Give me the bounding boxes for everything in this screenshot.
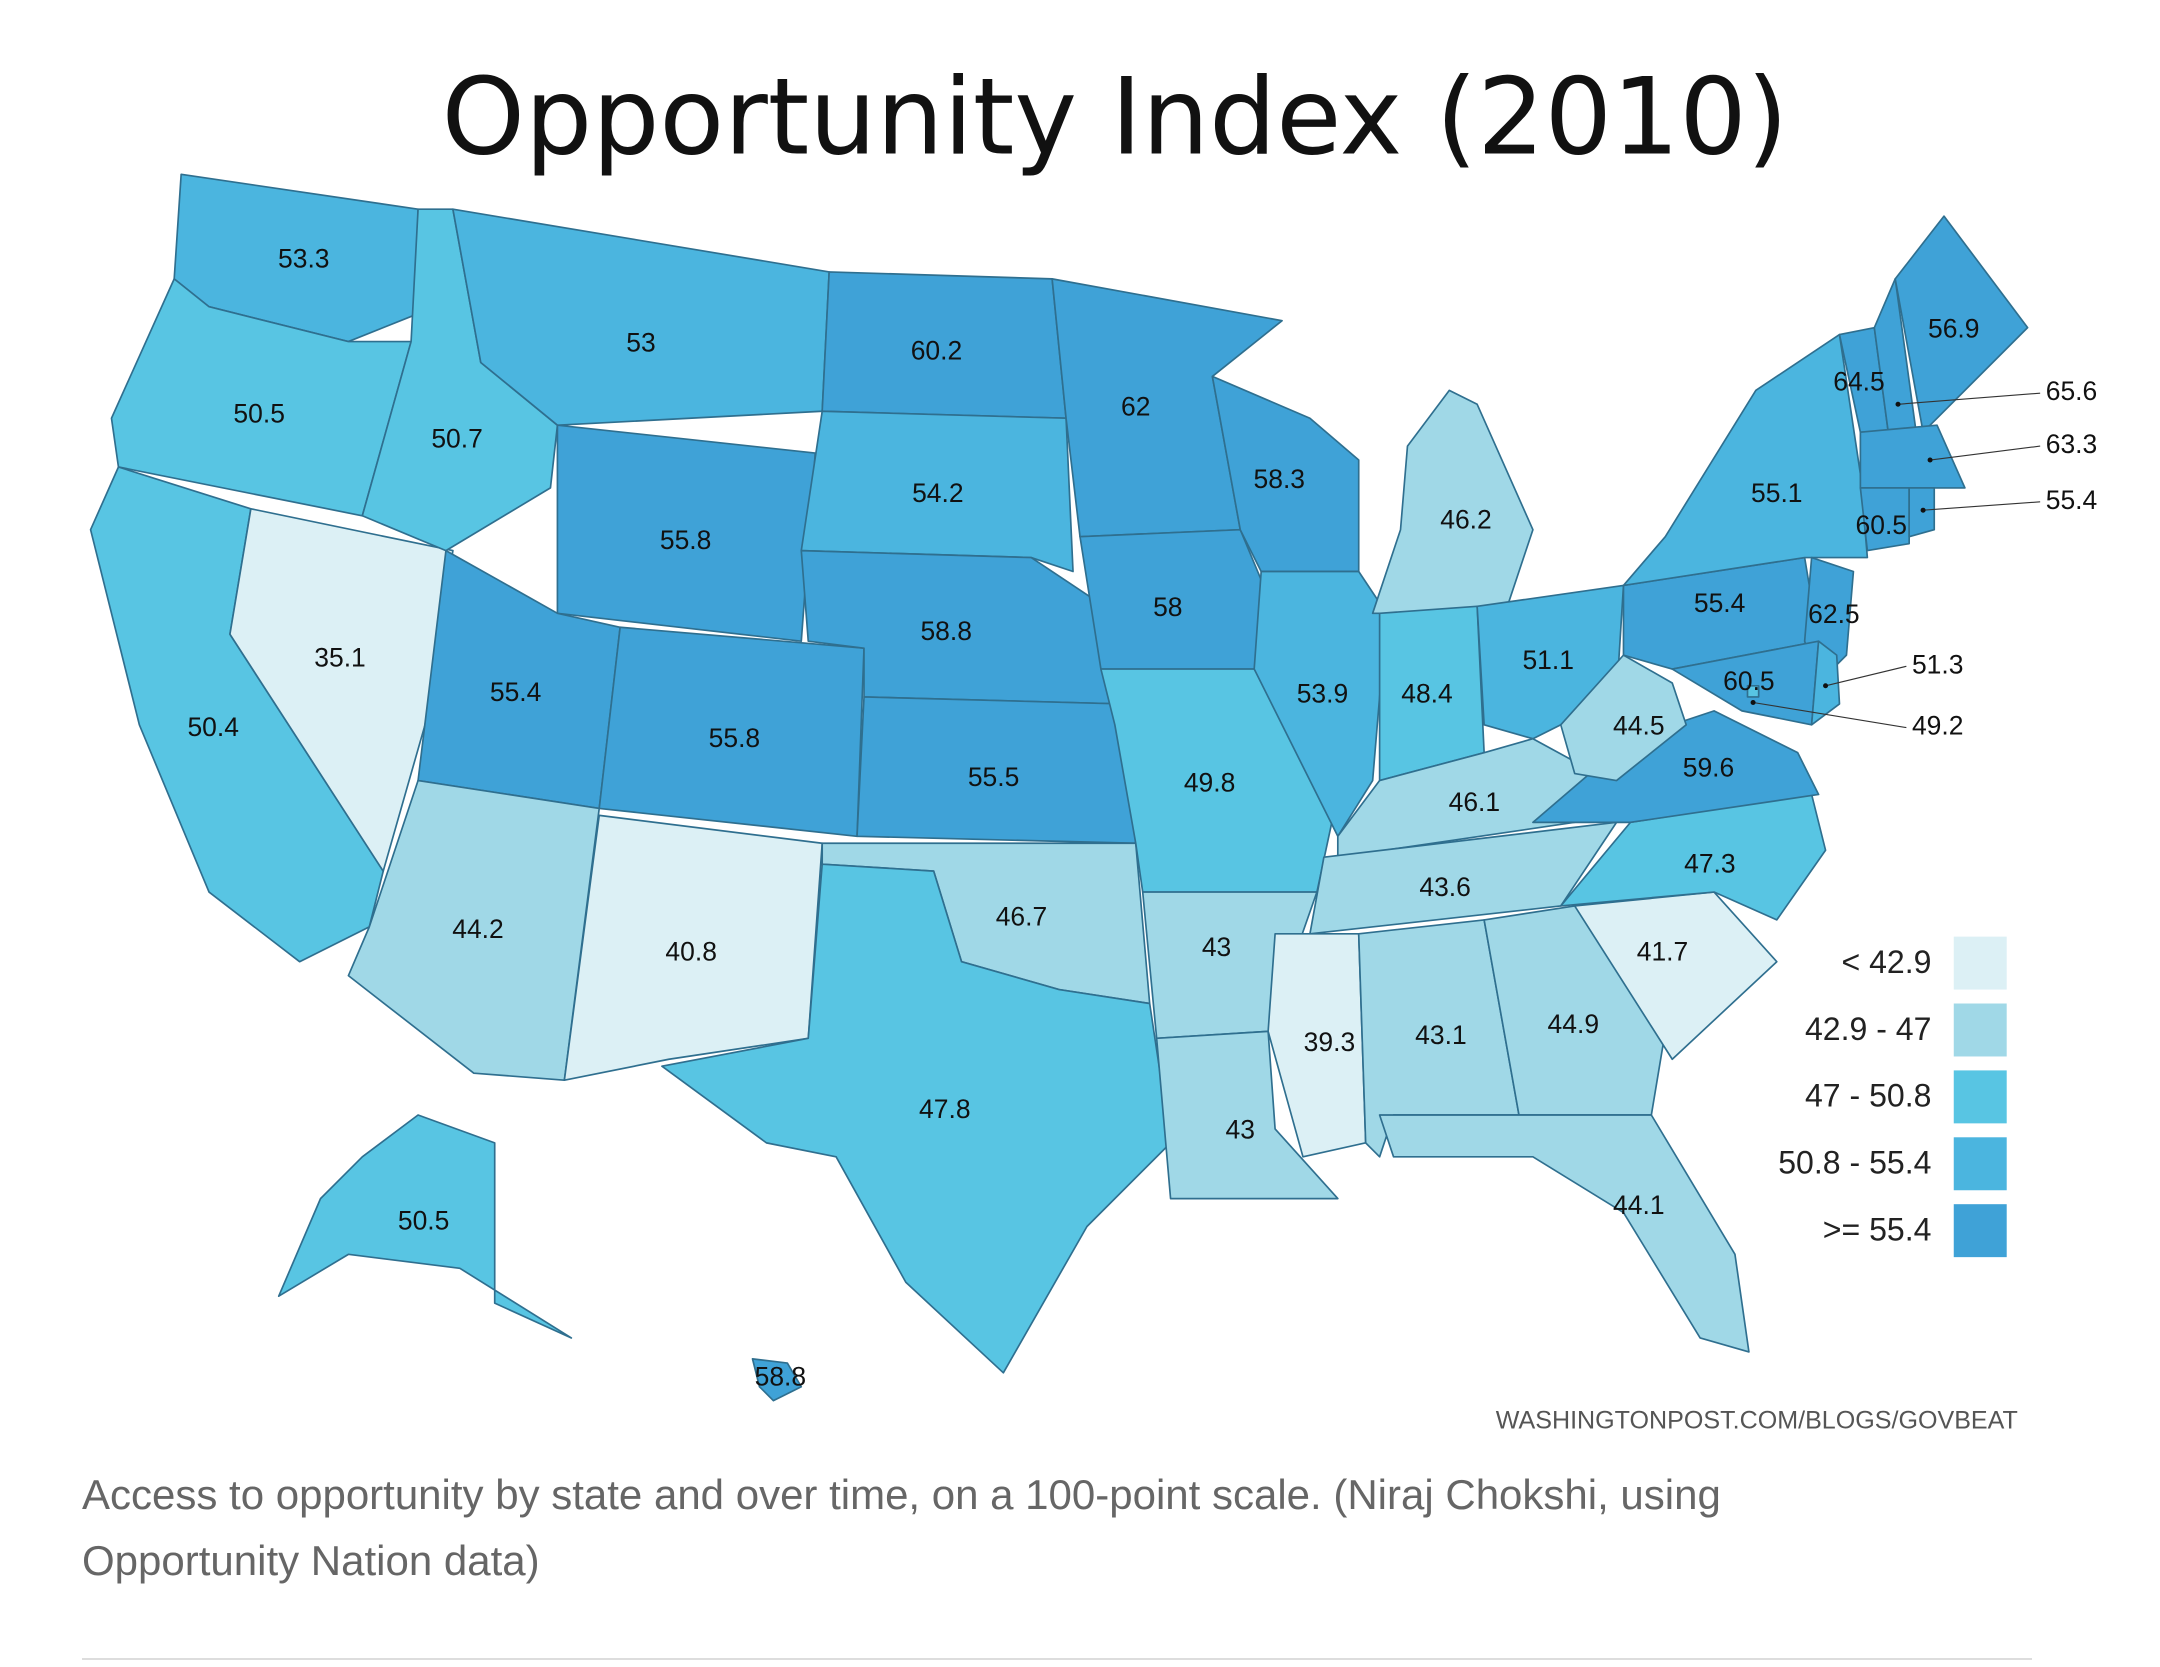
state-value-label: 51.3 (1912, 649, 1964, 679)
state-fl (1378, 1114, 1750, 1353)
state-value-label: 58.3 (1254, 464, 1306, 494)
state-ri (1908, 487, 1936, 538)
state-value-label: 49.8 (1184, 768, 1236, 798)
legend-label: 50.8 - 55.4 (1778, 1145, 1931, 1181)
state-value-label: 50.7 (431, 424, 483, 454)
leader-line (1897, 392, 2041, 405)
state-value-label: 58.8 (920, 616, 972, 646)
state-nm (563, 814, 824, 1081)
state-value-label: 62.5 (1808, 599, 1860, 629)
leader-anchor-dot (1895, 401, 1901, 407)
legend-swatch (1953, 1137, 2007, 1191)
state-la (1155, 1030, 1339, 1200)
state-ak (277, 1114, 573, 1339)
state-value-label: 46.1 (1449, 787, 1501, 817)
state-sd (800, 410, 1074, 573)
state-value-label: 54.2 (912, 478, 964, 508)
state-value-label: 53 (626, 327, 655, 357)
legend-swatch (1953, 1204, 2007, 1258)
state-dc (1746, 684, 1760, 698)
state-value-label: 55.4 (1694, 588, 1746, 618)
legend-swatch (1953, 1003, 2007, 1057)
state-value-label: 53.9 (1297, 679, 1349, 709)
state-value-label: 35.1 (314, 642, 366, 672)
leader-anchor-dot (1927, 457, 1933, 463)
legend-label: >= 55.4 (1823, 1212, 1932, 1248)
state-value-label: 46.7 (996, 902, 1048, 932)
state-ct (1859, 487, 1910, 552)
source-credit: WASHINGTONPOST.COM/BLOGS/GOVBEAT (1496, 1407, 2018, 1435)
state-value-label: 44.5 (1613, 711, 1665, 741)
state-ny (1622, 333, 1869, 587)
state-value-label: 55.1 (1751, 478, 1803, 508)
state-value-label: 58.8 (755, 1361, 807, 1391)
state-mi (1371, 389, 1534, 615)
state-value-label: 43 (1226, 1115, 1255, 1145)
state-ms (1267, 932, 1367, 1158)
state-value-label: 44.2 (452, 914, 504, 944)
leader-line (1923, 501, 2041, 511)
state-value-label: 50.4 (187, 712, 239, 742)
leader-line (1929, 445, 2041, 461)
state-value-label: 46.2 (1440, 504, 1492, 534)
state-de (1810, 640, 1841, 726)
legend-swatch (1953, 936, 2007, 990)
state-il (1253, 570, 1388, 838)
state-value-label: 55.8 (709, 723, 761, 753)
state-value-label: 59.6 (1683, 752, 1735, 782)
state-value-label: 64.5 (1833, 366, 1885, 396)
leader-anchor-dot (1750, 699, 1756, 706)
state-wy (556, 424, 817, 643)
state-mt (452, 208, 830, 427)
state-value-label: 55.8 (660, 525, 712, 555)
leader-anchor-dot (1920, 507, 1926, 513)
state-value-label: 48.4 (1401, 679, 1453, 709)
legend-label: 42.9 - 47 (1805, 1011, 1932, 1047)
state-value-label: 62 (1121, 391, 1150, 421)
leader-anchor-dot (1823, 683, 1829, 689)
leader-line (1825, 665, 1907, 687)
state-value-label: 44.9 (1548, 1009, 1600, 1039)
state-hi (751, 1358, 803, 1402)
state-value-label: 50.5 (233, 398, 285, 428)
state-value-label: 55.5 (968, 762, 1020, 792)
state-value-label: 39.3 (1304, 1027, 1356, 1057)
state-tx (661, 863, 1172, 1374)
state-value-label: 41.7 (1637, 936, 1689, 966)
caption: Access to opportunity by state and over … (82, 1471, 1721, 1584)
state-value-label: 47.8 (919, 1094, 971, 1124)
state-value-label: 60.2 (911, 336, 963, 366)
state-value-label: 51.1 (1522, 645, 1574, 675)
state-value-label: 55.4 (490, 677, 542, 707)
state-value-label: 49.2 (1912, 711, 1964, 741)
state-value-label: 65.6 (2046, 376, 2098, 406)
state-value-label: 47.3 (1684, 849, 1736, 879)
state-value-label: 40.8 (665, 936, 717, 966)
legend-label: 47 - 50.8 (1805, 1078, 1932, 1114)
legend-swatch (1953, 1070, 2007, 1124)
state-value-label: 53.3 (278, 244, 330, 274)
state-value-label: 63.3 (2046, 429, 2098, 459)
state-value-label: 58 (1153, 592, 1182, 622)
state-me (1894, 215, 2029, 433)
state-value-label: 43.6 (1419, 872, 1471, 902)
leader-line (1752, 701, 1907, 729)
map-title: Opportunity Index (2010) (442, 55, 1788, 178)
state-value-label: 60.5 (1856, 510, 1908, 540)
state-value-label: 43.1 (1415, 1020, 1467, 1050)
legend: < 42.9 42.9 - 47 47 - 50.8 50.8 - 55.4 >= 55… (1778, 936, 2007, 1258)
divider (82, 1658, 2032, 1660)
state-value-label: 44.1 (1613, 1190, 1665, 1220)
legend-label: < 42.9 (1841, 944, 1931, 980)
state-value-label: 56.9 (1928, 313, 1980, 343)
state-ma (1859, 424, 1966, 489)
state-nv (229, 507, 454, 872)
state-value-label: 60.5 (1723, 666, 1775, 696)
state-value-label: 43 (1202, 932, 1231, 962)
state-value-label: 55.4 (2046, 485, 2098, 515)
state-value-label: 50.5 (398, 1205, 450, 1235)
